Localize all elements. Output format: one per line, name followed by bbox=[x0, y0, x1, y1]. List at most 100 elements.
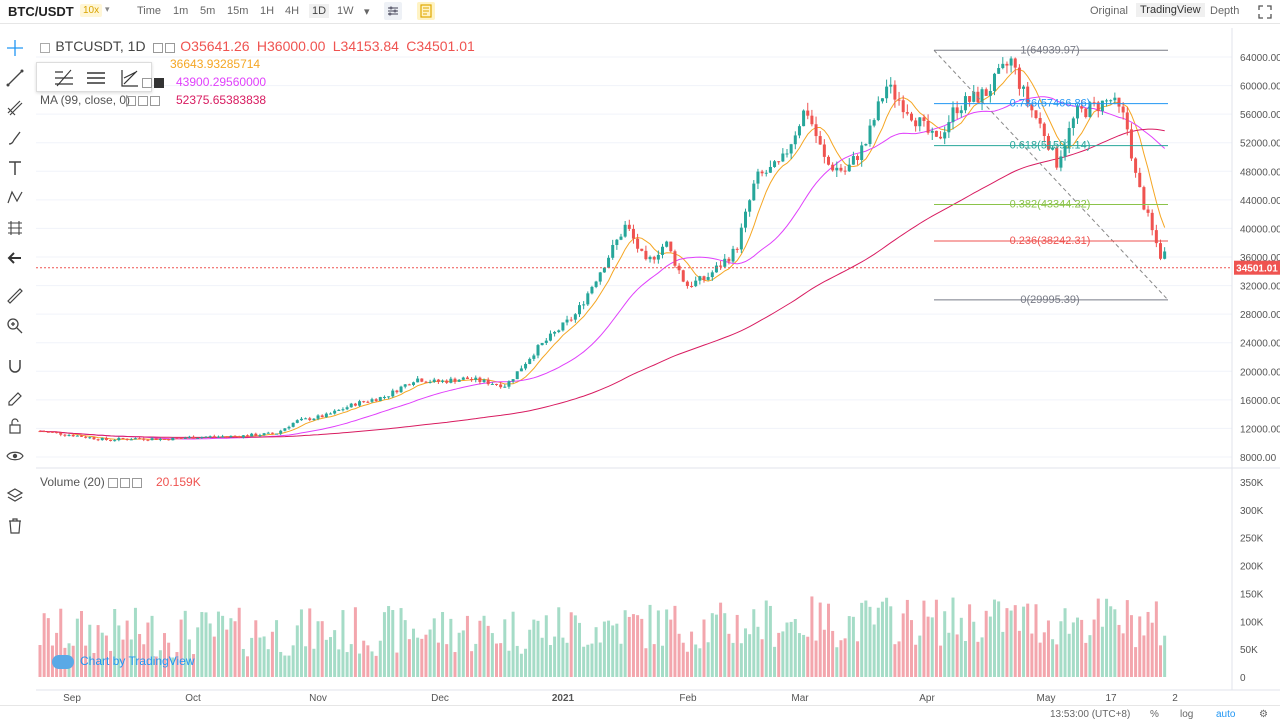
candle-body bbox=[1030, 104, 1034, 111]
volume-bar bbox=[237, 607, 241, 677]
gear-icon[interactable]: ⚙ bbox=[1259, 709, 1268, 720]
tab-tradingview[interactable]: TradingView bbox=[1136, 3, 1205, 17]
candle-body bbox=[851, 156, 855, 165]
candle-body bbox=[1113, 97, 1117, 101]
candle-body bbox=[291, 422, 295, 427]
indicator-settings-icon[interactable] bbox=[384, 2, 402, 20]
volume-bar bbox=[212, 636, 216, 677]
extend-lines-icon[interactable] bbox=[119, 68, 141, 88]
symbol-pair[interactable]: BTC/USDT bbox=[8, 4, 74, 19]
volume-bar bbox=[810, 596, 814, 677]
candle-body bbox=[739, 227, 743, 250]
notes-icon[interactable] bbox=[417, 2, 435, 20]
visibility-icon[interactable] bbox=[126, 95, 136, 106]
volume-bar bbox=[179, 619, 183, 677]
trash-icon[interactable] bbox=[5, 516, 25, 536]
volume-bar bbox=[183, 610, 187, 677]
time-tick-label: Sep bbox=[63, 693, 81, 704]
trendline-icon[interactable] bbox=[5, 68, 25, 88]
candle-body bbox=[528, 358, 532, 364]
log-toggle[interactable]: log bbox=[1180, 709, 1194, 720]
tf-4h[interactable]: 4H bbox=[285, 5, 300, 17]
magnet-icon[interactable] bbox=[5, 356, 25, 376]
lock-drawing-icon[interactable] bbox=[5, 386, 25, 406]
tf-time[interactable]: Time bbox=[137, 5, 162, 17]
brush-icon[interactable] bbox=[5, 128, 25, 148]
candle-body bbox=[797, 126, 801, 136]
tab-original[interactable]: Original bbox=[1090, 5, 1128, 17]
close-icon[interactable] bbox=[132, 477, 142, 488]
more-timeframes-icon[interactable]: ▾ bbox=[364, 6, 370, 18]
time-tick-label: Apr bbox=[919, 693, 935, 704]
volume-bar bbox=[802, 634, 806, 677]
prediction-icon[interactable] bbox=[5, 218, 25, 238]
collapse-icon[interactable] bbox=[40, 42, 50, 53]
layers-icon[interactable] bbox=[5, 486, 25, 506]
volume-bar bbox=[125, 620, 129, 677]
close-icon[interactable] bbox=[164, 42, 175, 53]
zoom-icon[interactable] bbox=[5, 316, 25, 336]
chevron-down-icon[interactable]: ▾ bbox=[105, 4, 110, 14]
ruler-icon[interactable] bbox=[5, 286, 25, 306]
pitchfork-icon[interactable] bbox=[5, 98, 25, 118]
tf-1m[interactable]: 1m bbox=[173, 5, 189, 17]
visibility-icon[interactable] bbox=[108, 477, 118, 488]
candle-body bbox=[117, 437, 121, 441]
pattern-icon[interactable] bbox=[5, 188, 25, 208]
text-icon[interactable] bbox=[5, 158, 25, 178]
volume-bar bbox=[590, 643, 594, 677]
close-icon[interactable] bbox=[150, 95, 160, 106]
candle-body bbox=[270, 432, 274, 434]
candle-body bbox=[777, 161, 781, 163]
volume-bar bbox=[324, 639, 328, 677]
candle-body bbox=[1150, 212, 1154, 231]
lock-icon[interactable] bbox=[5, 416, 25, 436]
price-chart[interactable]: 1(64939.97) 0.786(57466.86) 0.618(51591.14… bbox=[0, 24, 1280, 705]
volume-bar bbox=[681, 642, 685, 677]
tab-depth[interactable]: Depth bbox=[1210, 5, 1240, 17]
tf-1w[interactable]: 1W bbox=[337, 5, 354, 17]
candle-body bbox=[470, 378, 474, 380]
fullscreen-icon[interactable] bbox=[1256, 3, 1274, 21]
volume-bar bbox=[163, 633, 166, 677]
tf-1d[interactable]: 1D bbox=[309, 4, 330, 18]
candle-body bbox=[578, 305, 581, 315]
line-style-icon[interactable] bbox=[85, 68, 107, 88]
price-tick-label: 28000.00 bbox=[1240, 310, 1280, 321]
candle-body bbox=[490, 383, 494, 385]
candle-body bbox=[880, 98, 884, 102]
watermark[interactable]: Chart by TradingView bbox=[52, 654, 195, 669]
tf-15m[interactable]: 15m bbox=[227, 5, 249, 17]
settings-icon[interactable] bbox=[120, 477, 130, 488]
settings-icon[interactable] bbox=[138, 95, 148, 106]
candle-body bbox=[1063, 145, 1067, 157]
eye-icon[interactable] bbox=[5, 446, 25, 466]
crosshair-icon[interactable] bbox=[5, 38, 25, 58]
time-tick-label: Nov bbox=[309, 693, 327, 704]
volume-bar bbox=[827, 603, 830, 677]
fib-level-label: 0(29995.39) bbox=[1020, 294, 1079, 306]
settings-icon[interactable] bbox=[142, 77, 152, 88]
back-arrow-icon[interactable] bbox=[5, 248, 25, 268]
candle-body bbox=[246, 435, 249, 437]
leverage-badge[interactable]: 10x bbox=[80, 4, 103, 17]
percent-toggle[interactable]: % bbox=[1150, 709, 1159, 720]
fib-style-icon[interactable] bbox=[53, 68, 75, 88]
candle-body bbox=[582, 304, 586, 306]
tf-1h[interactable]: 1H bbox=[260, 5, 275, 17]
candle-body bbox=[914, 120, 918, 127]
auto-toggle[interactable]: auto bbox=[1216, 709, 1236, 720]
tf-5m[interactable]: 5m bbox=[200, 5, 216, 17]
volume-bar bbox=[441, 612, 445, 677]
close-icon[interactable] bbox=[154, 77, 164, 88]
time-tick-label: Oct bbox=[185, 693, 201, 704]
candle-body bbox=[1009, 58, 1013, 66]
settings-icon[interactable] bbox=[152, 42, 163, 53]
candle-body bbox=[304, 418, 308, 420]
volume-bar bbox=[536, 620, 540, 677]
candle-body bbox=[1034, 110, 1038, 118]
candle-body bbox=[449, 378, 453, 383]
volume-bar bbox=[611, 625, 615, 677]
volume-bar bbox=[934, 599, 938, 677]
candle-body bbox=[760, 171, 764, 174]
